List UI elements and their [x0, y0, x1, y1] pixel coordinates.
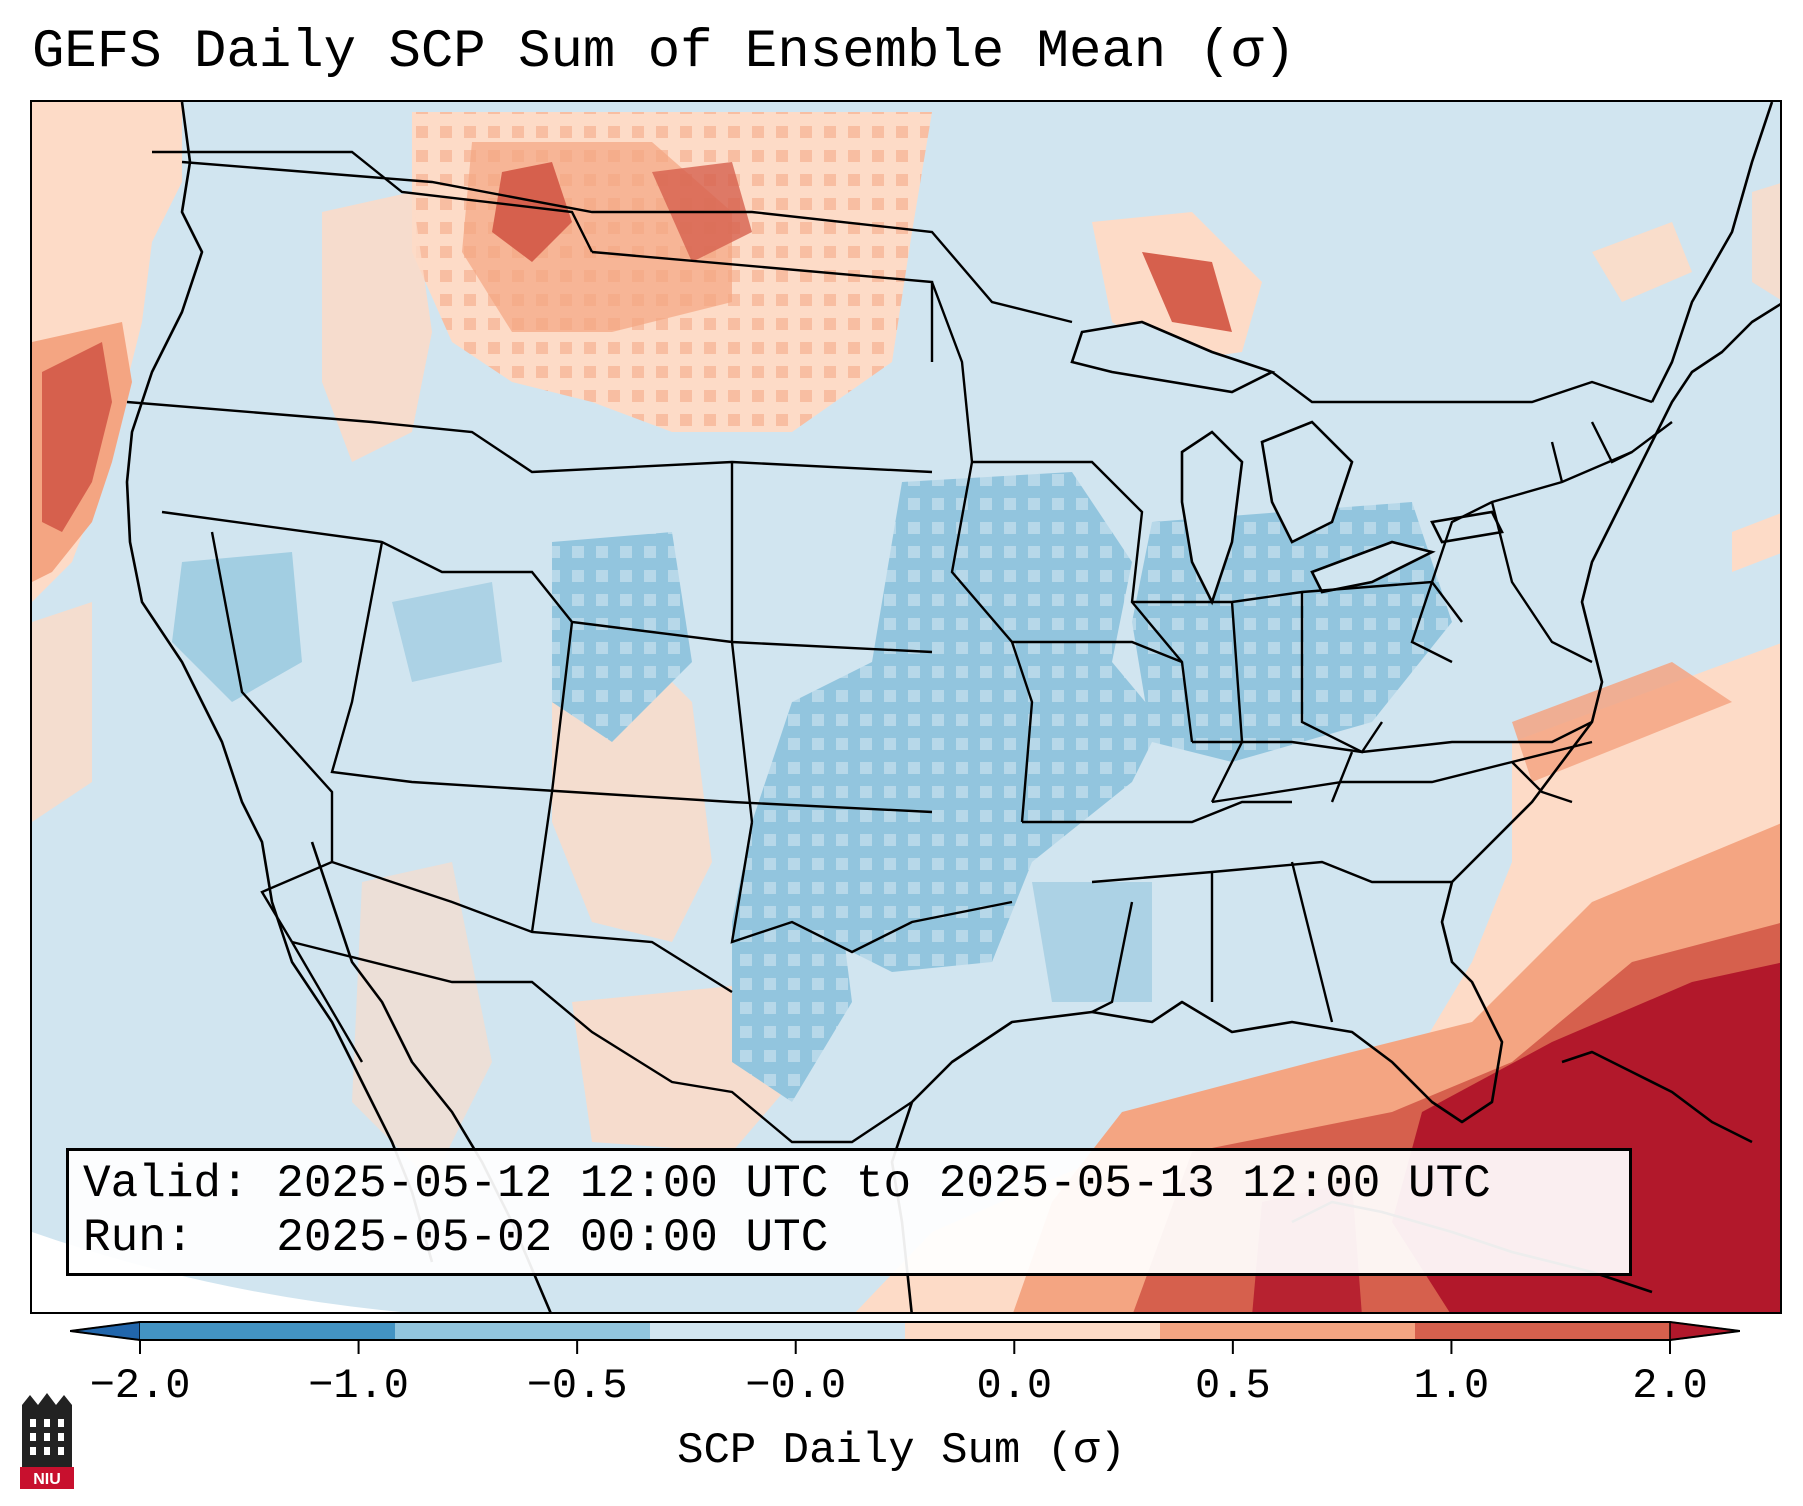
lake-superior — [1070, 320, 1276, 394]
gulf-coast — [911, 881, 1504, 1124]
colorbar-tick-label: −1.0 — [308, 1362, 409, 1410]
lake-michigan — [1180, 430, 1244, 606]
niu-logo: NIU — [20, 1393, 74, 1489]
state-borders — [126, 150, 1673, 1063]
us-canada-border — [181, 160, 1073, 324]
colorbar-extension-low — [70, 1321, 141, 1341]
colorbar-ticks — [139, 1340, 1671, 1354]
run-line: Run: 2025-05-02 00:00 UTC — [83, 1212, 829, 1264]
colorbar-tick-label: 2.0 — [1632, 1362, 1708, 1410]
valid-line: Valid: 2025-05-12 12:00 UTC to 2025-05-1… — [83, 1158, 1491, 1210]
canada-east-coast — [1650, 102, 1774, 403]
map-panel[interactable] — [30, 100, 1782, 1314]
projection-edge — [32, 1232, 402, 1312]
colorbar-tick-label: −0.5 — [526, 1362, 628, 1410]
colorbar-segment — [395, 1322, 651, 1340]
colorbar-segment — [1160, 1322, 1416, 1340]
great-lakes — [1070, 320, 1504, 606]
west-coast — [125, 102, 434, 1263]
niu-logo-text: NIU — [33, 1471, 61, 1488]
colorbar-segments — [70, 1321, 1740, 1341]
colorbar-tick-label: 1.0 — [1413, 1362, 1490, 1410]
colorbar-segment — [140, 1322, 396, 1340]
colorbar-tick-label: −2.0 — [89, 1362, 191, 1410]
colorbar-label: SCP Daily Sum (σ) — [677, 1426, 1126, 1476]
us-mexico-border — [291, 940, 913, 1144]
lake-huron — [1260, 420, 1354, 544]
anomaly-central-us — [752, 472, 1162, 972]
map-title: GEFS Daily SCP Sum of Ensemble Mean (σ) — [32, 22, 1296, 83]
valid-time-box: Valid: 2025-05-12 12:00 UTC to 2025-05-1… — [66, 1148, 1632, 1276]
colorbar-tick-label: 0.0 — [976, 1362, 1053, 1410]
lake-ontario — [1430, 510, 1504, 544]
colorbar-extension-high — [1669, 1321, 1740, 1341]
colorbar — [70, 1321, 1740, 1354]
colorbar-tick-label: 0.5 — [1195, 1362, 1271, 1410]
lake-erie — [1310, 540, 1436, 594]
caribbean-islands — [1561, 1050, 1753, 1144]
map-graphic — [32, 102, 1780, 1312]
colorbar-segment — [1415, 1322, 1671, 1340]
colorbar-tick-label: −0.0 — [745, 1362, 847, 1410]
colorbar-segment — [650, 1322, 906, 1340]
colorbar-segment — [905, 1322, 1161, 1340]
atlantic-coast — [1451, 302, 1780, 883]
